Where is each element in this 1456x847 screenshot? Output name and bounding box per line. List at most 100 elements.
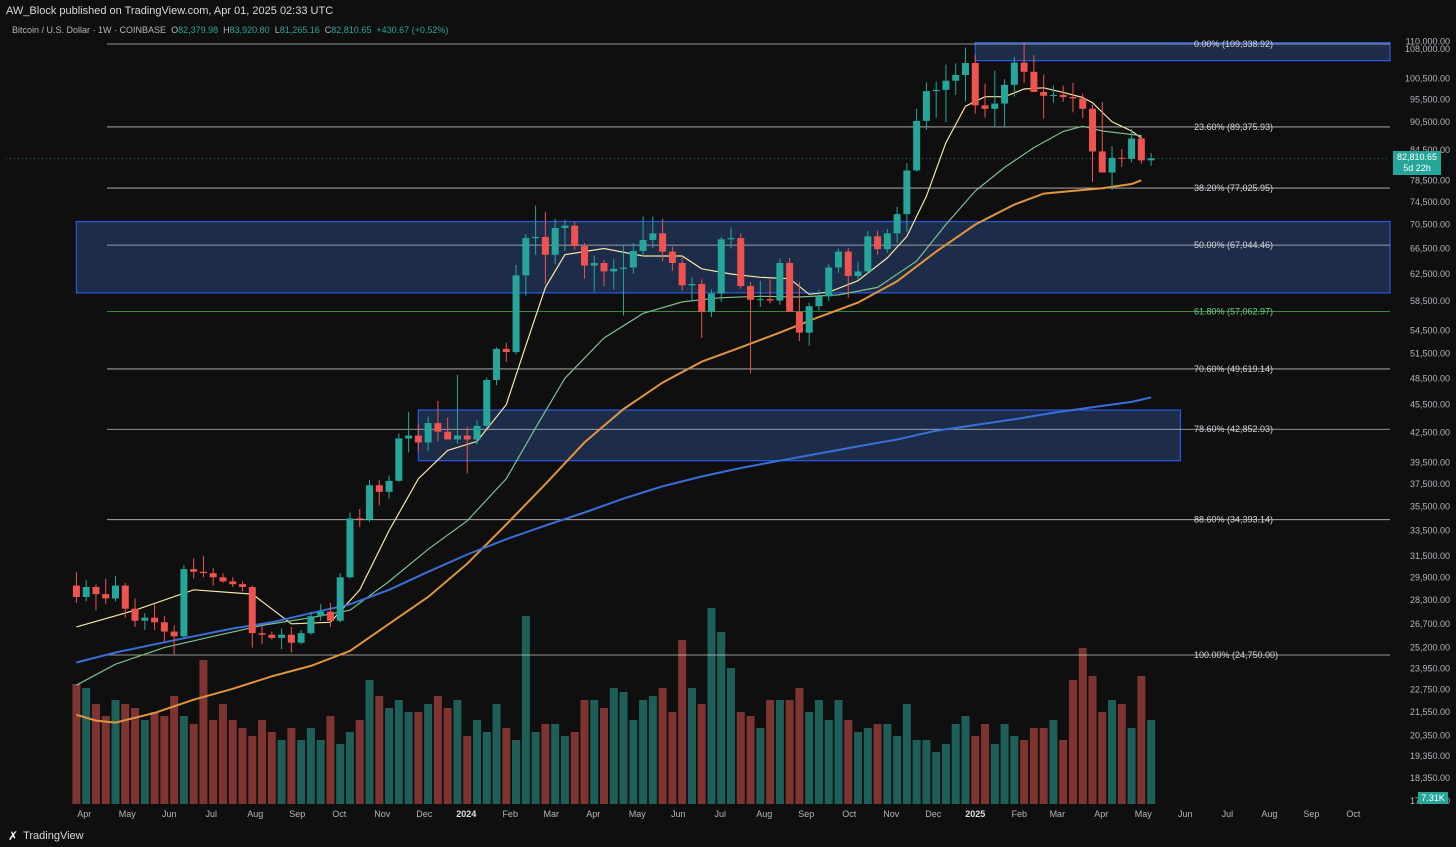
candle-body — [776, 262, 784, 301]
candle-body — [434, 423, 442, 432]
volume-bar — [1108, 700, 1117, 804]
candle-body — [268, 634, 276, 638]
candle-body — [278, 634, 286, 638]
open-label: O — [171, 25, 179, 35]
volume-bar — [336, 744, 345, 804]
candle-body — [512, 275, 520, 353]
volume-bar — [580, 700, 589, 804]
candle-body — [942, 80, 950, 90]
fib-level-label: 100.00% (24,750.00) — [1194, 650, 1278, 660]
volume-bar — [990, 744, 999, 804]
bar-countdown: 5d 22h — [1403, 163, 1431, 173]
time-tick-label: Jun — [162, 809, 177, 819]
volume-bar — [238, 728, 247, 804]
close-label: C — [324, 25, 332, 35]
volume-bar — [218, 704, 227, 804]
volume-bar — [1020, 740, 1029, 804]
volume-bar — [1059, 740, 1068, 804]
price-tick-label: 95,500.00 — [1410, 95, 1450, 105]
volume-bar — [512, 740, 521, 804]
candle-body — [893, 214, 901, 234]
price-tick-label: 48,500.00 — [1410, 373, 1450, 383]
fib-level-label: 23.60% (89,375.93) — [1194, 122, 1273, 132]
volume-bar — [961, 716, 970, 804]
volume-bar — [179, 716, 188, 804]
price-tick-label: 70,500.00 — [1410, 219, 1450, 229]
last-price-value: 82,810.65 — [1396, 152, 1438, 162]
candle-body — [141, 617, 149, 621]
volume-bar — [922, 740, 931, 804]
zones-layer — [75, 41, 1391, 462]
time-tick-label: Aug — [756, 809, 772, 819]
candle-body — [82, 586, 90, 597]
price-tick-label: 33,500.00 — [1410, 525, 1450, 535]
volume-bar — [258, 720, 267, 804]
volume-bar — [707, 608, 716, 804]
volume-bar — [140, 720, 149, 804]
candle-body — [874, 236, 882, 250]
time-tick-label: Oct — [332, 809, 347, 819]
candle-body — [160, 622, 168, 632]
volume-bar — [160, 716, 169, 804]
moving-average-line — [76, 125, 1142, 686]
fib-level-label: 38.20% (77,025.95) — [1194, 183, 1273, 193]
tradingview-logo[interactable]: ✗ TradingView — [8, 829, 84, 843]
candle-body — [248, 586, 256, 634]
time-tick-label: Dec — [416, 809, 433, 819]
candle-body — [922, 91, 930, 121]
candle-body — [620, 267, 628, 269]
volume-bar — [375, 696, 384, 804]
price-tick-label: 84,500.00 — [1410, 145, 1450, 155]
volume-bar — [521, 616, 530, 804]
fib-layer: 0.00% (109,338.92) 23.60% (89,375.93) 38.2… — [6, 39, 1390, 660]
volume-bar — [404, 712, 413, 804]
volume-bar — [814, 700, 823, 804]
candle-body — [229, 581, 237, 585]
candle-body — [297, 633, 305, 643]
volume-bar — [72, 684, 81, 804]
volume-bar — [1137, 676, 1146, 804]
price-tick-label: 19,350.00 — [1410, 751, 1450, 761]
time-tick-label: Aug — [247, 809, 263, 819]
time-tick-label: May — [1135, 809, 1153, 819]
volume-bar — [893, 736, 902, 804]
candle-body — [453, 435, 461, 440]
time-tick-label: Jun — [1178, 809, 1193, 819]
candle-body — [1069, 97, 1077, 99]
volume-bar — [287, 728, 296, 804]
candle-body — [151, 617, 159, 623]
candle-body — [239, 584, 247, 587]
price-tick-label: 45,500.00 — [1410, 400, 1450, 410]
candle-body — [1098, 151, 1106, 173]
top-bar: AW_Block published on TradingView.com, A… — [0, 0, 1456, 22]
volume-bar — [639, 700, 648, 804]
volume-bar — [824, 720, 833, 804]
volume-bar — [394, 700, 403, 804]
candle-body — [522, 238, 530, 276]
candle-body — [883, 233, 891, 250]
candle-body — [1147, 158, 1155, 161]
volume-bar — [228, 720, 237, 804]
time-tick-label: Oct — [1346, 809, 1361, 819]
candle-body — [580, 246, 588, 266]
price-tick-label: 66,500.00 — [1410, 244, 1450, 254]
candle-body — [307, 616, 315, 634]
volume-bar — [941, 744, 950, 804]
candle-body — [121, 585, 129, 609]
price-tick-label: 25,200.00 — [1410, 643, 1450, 653]
volume-bar — [981, 724, 990, 804]
price-tick-label: 108,000.00 — [1405, 44, 1450, 54]
fib-level-label: 61.80% (57,062.97) — [1194, 306, 1273, 316]
candle-body — [551, 227, 559, 255]
volume-bar — [863, 728, 872, 804]
candle-body — [834, 251, 842, 268]
volume-bar — [541, 724, 550, 804]
candle-body — [170, 631, 178, 637]
volume-bar — [883, 724, 892, 804]
price-tick-label: 31,500.00 — [1410, 551, 1450, 561]
time-tick-label: Sep — [1303, 809, 1319, 819]
time-tick-label: Apr — [586, 809, 600, 819]
candle-body — [825, 267, 833, 297]
volume-bar — [668, 712, 677, 804]
